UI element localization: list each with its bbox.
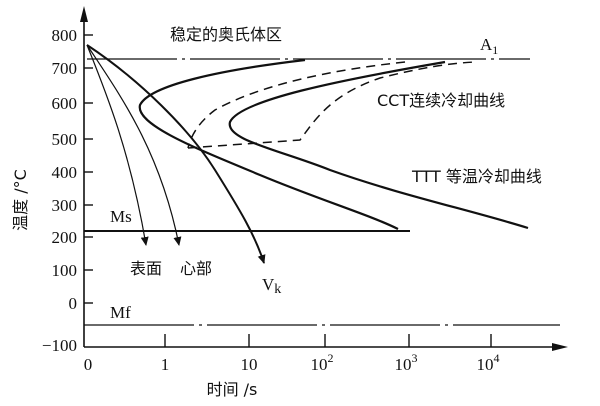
y-tick-label: 400 xyxy=(52,163,78,182)
y-tick-label: 300 xyxy=(52,196,78,215)
ttt-start-curve xyxy=(138,58,399,230)
a1-label: A1 xyxy=(480,35,498,57)
y-axis-label: 温度 /°C xyxy=(11,169,30,231)
y-tick-label: 800 xyxy=(52,26,78,45)
y-tick-label: 200 xyxy=(52,228,78,247)
y-axis-arrow-icon xyxy=(80,6,88,22)
y-tick-label: 0 xyxy=(69,294,78,313)
surface-label: 表面 xyxy=(130,259,162,278)
x-tick-label: 104 xyxy=(477,351,500,374)
y-tick-label: 700 xyxy=(52,59,78,78)
x-tick-label: 1 xyxy=(161,355,170,374)
cct-start-curve xyxy=(187,61,406,149)
y-tick-label: 600 xyxy=(52,94,78,113)
y-tick-label: 100 xyxy=(52,261,78,280)
x-axis-arrow-icon xyxy=(552,343,568,351)
x-tick-label: 102 xyxy=(311,351,334,374)
ttt-label: TTT 等温冷却曲线 xyxy=(411,167,542,186)
surface-cooling-curve xyxy=(86,44,149,246)
y-tick-label: −100 xyxy=(42,336,77,355)
vk-label: Vk xyxy=(262,275,281,297)
y-tick-label: 500 xyxy=(52,130,78,149)
vk-critical-cooling-curve xyxy=(86,44,266,264)
y-ticks xyxy=(84,34,93,304)
cct-finish-curve xyxy=(187,61,477,149)
x-ticks xyxy=(164,334,492,347)
x-tick-label: 103 xyxy=(395,351,418,374)
x-tick-label: 0 xyxy=(84,355,93,374)
cct-label: CCT连续冷却曲线 xyxy=(377,91,505,110)
core-label: 心部 xyxy=(180,259,212,278)
x-axis-label: 时间 /s xyxy=(207,380,258,399)
core-cooling-curve xyxy=(86,44,182,246)
x-tick-label: 10 xyxy=(241,355,258,374)
ms-label: Ms xyxy=(110,207,132,226)
mf-label: Mf xyxy=(110,303,131,322)
stable-austenite-region-label: 稳定的奥氏体区 xyxy=(170,25,282,44)
ttt-finish-curve xyxy=(228,60,529,230)
